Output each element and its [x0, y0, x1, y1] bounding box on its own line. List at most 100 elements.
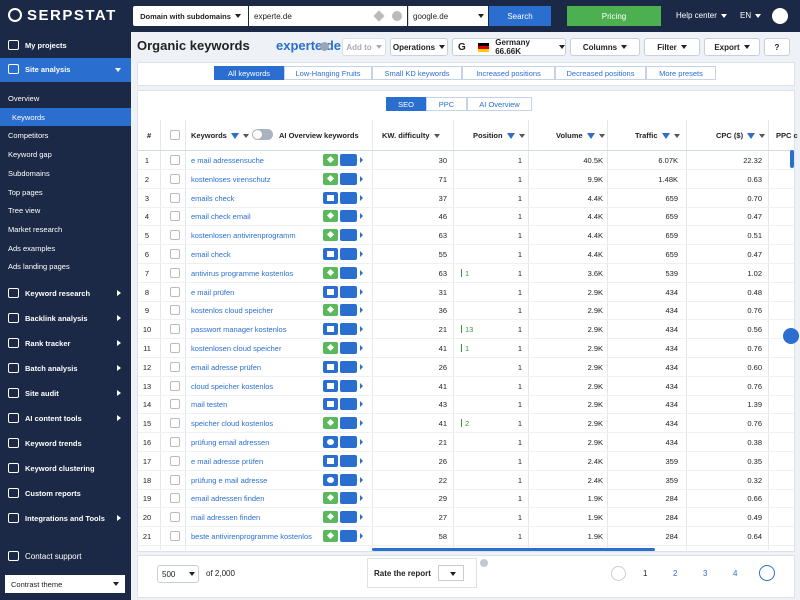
more-button[interactable] [340, 191, 357, 204]
menu-item[interactable]: Backlink analysis [25, 314, 88, 323]
row-expand[interactable] [360, 288, 363, 295]
menu-item[interactable]: Site analysis [25, 65, 71, 74]
keyword-link[interactable]: kostenloses virenschutz [191, 174, 271, 184]
keyword-link[interactable]: email check [191, 250, 231, 259]
row-expand[interactable] [360, 175, 363, 182]
row-expand[interactable] [360, 439, 363, 445]
menu-item[interactable]: Rank tracker [25, 339, 71, 348]
next-page[interactable] [759, 565, 775, 581]
row-expand[interactable] [360, 157, 363, 163]
preset-tab[interactable]: Increased positions [462, 66, 555, 80]
keyword-link[interactable]: prüfung e mail adresse [191, 475, 268, 485]
row-checkbox[interactable] [170, 455, 180, 466]
row-expand[interactable] [360, 213, 363, 220]
row-checkbox[interactable] [170, 267, 180, 278]
submenu-item[interactable]: Ads landing pages [8, 262, 70, 272]
submenu-item[interactable]: Subdomains [8, 168, 50, 178]
more-button[interactable] [340, 285, 357, 298]
help-button[interactable]: ? [764, 38, 790, 56]
more-button[interactable] [340, 266, 357, 279]
engine-button[interactable]: G Germany 66.66K [452, 38, 566, 56]
avatar[interactable] [772, 8, 788, 24]
more-button[interactable] [340, 417, 357, 430]
row-checkbox[interactable] [170, 305, 180, 316]
row-expand[interactable] [360, 514, 363, 521]
serp-icon[interactable] [323, 210, 338, 223]
row-expand[interactable] [360, 363, 363, 370]
search-type[interactable]: Domain with subdomains [133, 6, 248, 26]
row-checkbox[interactable] [170, 512, 180, 523]
submenu-item[interactable]: Market research [8, 224, 63, 234]
row-checkbox[interactable] [170, 211, 180, 222]
keyword-link[interactable]: e mail adresse prüfen [191, 456, 264, 466]
row-checkbox[interactable] [170, 361, 180, 372]
horizontal-scrollbar[interactable] [372, 548, 655, 551]
filter-button[interactable]: Filter [644, 38, 700, 56]
serp-icon[interactable] [323, 473, 338, 486]
row-expand[interactable] [360, 269, 363, 276]
keyword-link[interactable]: mail adressen finden [191, 513, 261, 523]
row-expand[interactable] [360, 194, 363, 201]
serp-icon[interactable] [323, 360, 338, 373]
keyword-link[interactable]: e mail prüfen [191, 287, 235, 297]
row-expand[interactable] [360, 533, 363, 539]
query-input[interactable]: experte.de [249, 6, 407, 26]
row-expand[interactable] [360, 251, 363, 257]
column-header[interactable]: PPC c [776, 131, 798, 140]
keyword-link[interactable]: email adressen finden [191, 494, 265, 504]
more-button[interactable] [340, 511, 357, 524]
mode-tab[interactable]: PPC [426, 97, 467, 111]
menu-item[interactable]: Site audit [25, 389, 59, 398]
more-button[interactable] [340, 360, 357, 373]
row-checkbox[interactable] [170, 230, 180, 241]
submenu-item[interactable]: Top pages [8, 187, 43, 197]
more-button[interactable] [340, 436, 357, 448]
keyword-link[interactable]: mail testen [191, 400, 228, 410]
submenu-item[interactable]: Ads examples [8, 243, 56, 253]
page-link[interactable]: 4 [733, 569, 738, 578]
more-button[interactable] [340, 342, 357, 354]
more-button[interactable] [340, 304, 357, 317]
row-checkbox[interactable] [170, 155, 180, 165]
row-expand[interactable] [360, 307, 363, 314]
serp-icon[interactable] [323, 530, 338, 542]
more-button[interactable] [340, 154, 357, 166]
serp-icon[interactable] [323, 454, 338, 467]
row-checkbox[interactable] [170, 437, 180, 447]
region-select[interactable]: google.de [408, 6, 488, 26]
row-expand[interactable] [360, 495, 363, 502]
prev-page[interactable] [611, 566, 626, 581]
keyword-link[interactable]: prüfung email adressen [191, 438, 270, 447]
serp-icon[interactable] [323, 398, 338, 411]
rate-info-icon[interactable] [480, 559, 488, 567]
search-button[interactable]: Search [489, 6, 551, 26]
submenu-item[interactable]: Overview [8, 94, 40, 103]
columns-button[interactable]: Columns [570, 38, 640, 56]
row-checkbox[interactable] [170, 249, 180, 259]
row-expand[interactable] [360, 232, 363, 239]
page-link[interactable]: 1 [643, 569, 648, 578]
menu-item[interactable]: Keyword trends [25, 439, 82, 448]
row-checkbox[interactable] [170, 418, 180, 429]
page-link[interactable]: 2 [673, 569, 678, 578]
row-expand[interactable] [360, 476, 363, 483]
vertical-scrollbar[interactable] [790, 150, 794, 168]
serp-icon[interactable] [323, 342, 338, 354]
row-expand[interactable] [360, 382, 363, 389]
keyword-link[interactable]: cloud speicher kostenlos [191, 381, 274, 391]
keyword-link[interactable]: beste antivirenprogramme kostenlos [191, 532, 312, 541]
more-button[interactable] [340, 492, 357, 505]
submenu-item[interactable]: Tree view [8, 206, 41, 216]
header-checkbox[interactable] [170, 130, 180, 140]
ai-toggle[interactable] [252, 129, 273, 140]
keyword-link[interactable]: kostenlosen antivirenprogramm [191, 231, 296, 241]
mode-tab[interactable]: AI Overview [467, 97, 532, 111]
submenu-item[interactable]: Keyword gap [8, 150, 52, 160]
serp-icon[interactable] [323, 154, 338, 166]
row-checkbox[interactable] [170, 286, 180, 297]
serp-icon[interactable] [323, 266, 338, 279]
row-expand[interactable] [360, 457, 363, 464]
column-header[interactable]: Traffic [635, 131, 680, 140]
row-checkbox[interactable] [170, 324, 180, 335]
more-button[interactable] [340, 473, 357, 486]
